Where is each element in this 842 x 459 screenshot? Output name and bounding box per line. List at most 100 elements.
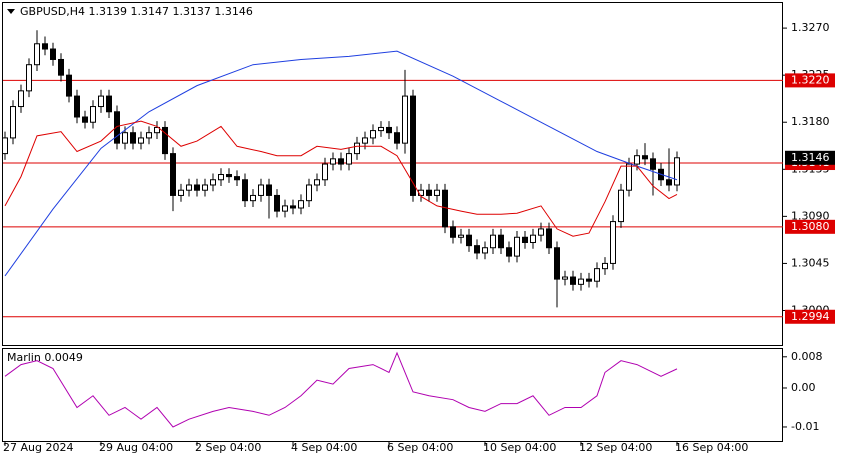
candle-body (538, 228, 544, 236)
candle-body (586, 278, 592, 282)
y-tick-label: 1.3270 (791, 21, 830, 34)
candle-body (426, 189, 432, 196)
candle-body (482, 247, 488, 254)
ma-line (4, 50, 678, 277)
candle-body (354, 142, 360, 155)
y-tick-label: -0.01 (791, 420, 819, 433)
x-tick-label: 10 Sep 04:00 (483, 441, 556, 454)
x-tick-label: 12 Sep 04:00 (579, 441, 652, 454)
candle-body (466, 234, 472, 247)
candle-body (490, 234, 496, 249)
candle-body (650, 158, 656, 170)
candle-body (154, 126, 160, 134)
candle-body (554, 247, 560, 280)
candle-body (594, 268, 600, 282)
y-tick-label: 1.3090 (791, 209, 830, 222)
candle-body (514, 236, 520, 257)
candle-body (626, 163, 632, 191)
candle-body (602, 262, 608, 270)
candle-body (370, 130, 376, 139)
candle-body (186, 184, 192, 191)
candle-body (578, 278, 584, 285)
candle-body (322, 163, 328, 181)
candle-body (410, 95, 416, 196)
candle-body (226, 174, 232, 178)
candle-body (282, 205, 288, 212)
candle-body (562, 276, 568, 280)
candle-body (642, 155, 648, 160)
candle-body (458, 234, 464, 238)
chart-title: GBPUSD,H4 1.3139 1.3147 1.3137 1.3146 (20, 5, 253, 18)
candle-body (178, 189, 184, 196)
candle-body (266, 184, 272, 196)
candle-body (394, 132, 400, 144)
level-label-box (785, 219, 835, 234)
candle-body (122, 132, 128, 144)
candle-body (202, 184, 208, 191)
candle-body (218, 174, 224, 181)
candle-body (474, 245, 480, 254)
candle-body (58, 58, 64, 76)
menu-icon (7, 9, 15, 14)
candle-body (666, 179, 672, 186)
candle-body (506, 247, 512, 257)
candle-body (26, 64, 32, 92)
candle-body (674, 157, 680, 186)
y-tick-label: 0.00 (791, 381, 816, 394)
candle-body (162, 126, 168, 155)
candle-body (66, 74, 72, 97)
candle-body (434, 189, 440, 196)
candle-body (258, 184, 264, 196)
candle-body (610, 221, 616, 264)
candle-body (250, 194, 256, 202)
candle-body (450, 226, 456, 238)
candle-body (210, 179, 216, 186)
candle-body (90, 106, 96, 123)
candle-body (242, 179, 248, 202)
candle-body (314, 179, 320, 186)
candle-body (98, 95, 104, 108)
candle-body (82, 116, 88, 123)
indicator-line (4, 351, 678, 428)
candle-body (330, 158, 336, 165)
candle-body (114, 111, 120, 144)
level-label-box (785, 73, 835, 88)
x-tick-label: 4 Sep 04:00 (291, 441, 357, 454)
candle-body (74, 95, 80, 118)
candle-body (2, 137, 8, 155)
candle-body (346, 153, 352, 165)
last-price-box (785, 150, 835, 165)
candle-body (530, 234, 536, 244)
y-tick-label: 1.3045 (791, 256, 830, 269)
ma-line (4, 120, 678, 237)
candle-body (18, 90, 24, 108)
candle-body (106, 95, 112, 113)
indicator-panel (2, 348, 783, 442)
y-tick-label: 0.008 (791, 350, 823, 363)
candle-body (378, 126, 384, 132)
candle-body (386, 126, 392, 134)
level-label: 1.3220 (791, 73, 830, 86)
candle-body (290, 205, 296, 209)
level-label-box (785, 309, 835, 324)
candle-body (306, 184, 312, 202)
candle-body (362, 137, 368, 144)
candle-body (138, 137, 144, 144)
candle-body (298, 200, 304, 209)
x-tick-label: 29 Aug 04:00 (99, 441, 173, 454)
y-tick-label: 1.3180 (791, 115, 830, 128)
candle-body (10, 106, 16, 139)
candle-body (634, 155, 640, 165)
candle-body (546, 228, 552, 249)
candle-body (338, 158, 344, 165)
candle-body (498, 234, 504, 249)
level-label: 1.2994 (791, 310, 830, 323)
candle-body (402, 95, 408, 144)
candle-body (570, 276, 576, 285)
candle-body (130, 132, 136, 144)
candle-body (234, 176, 240, 181)
indicator-name: Marlin 0.0049 (7, 351, 83, 364)
main-panel (2, 2, 783, 346)
